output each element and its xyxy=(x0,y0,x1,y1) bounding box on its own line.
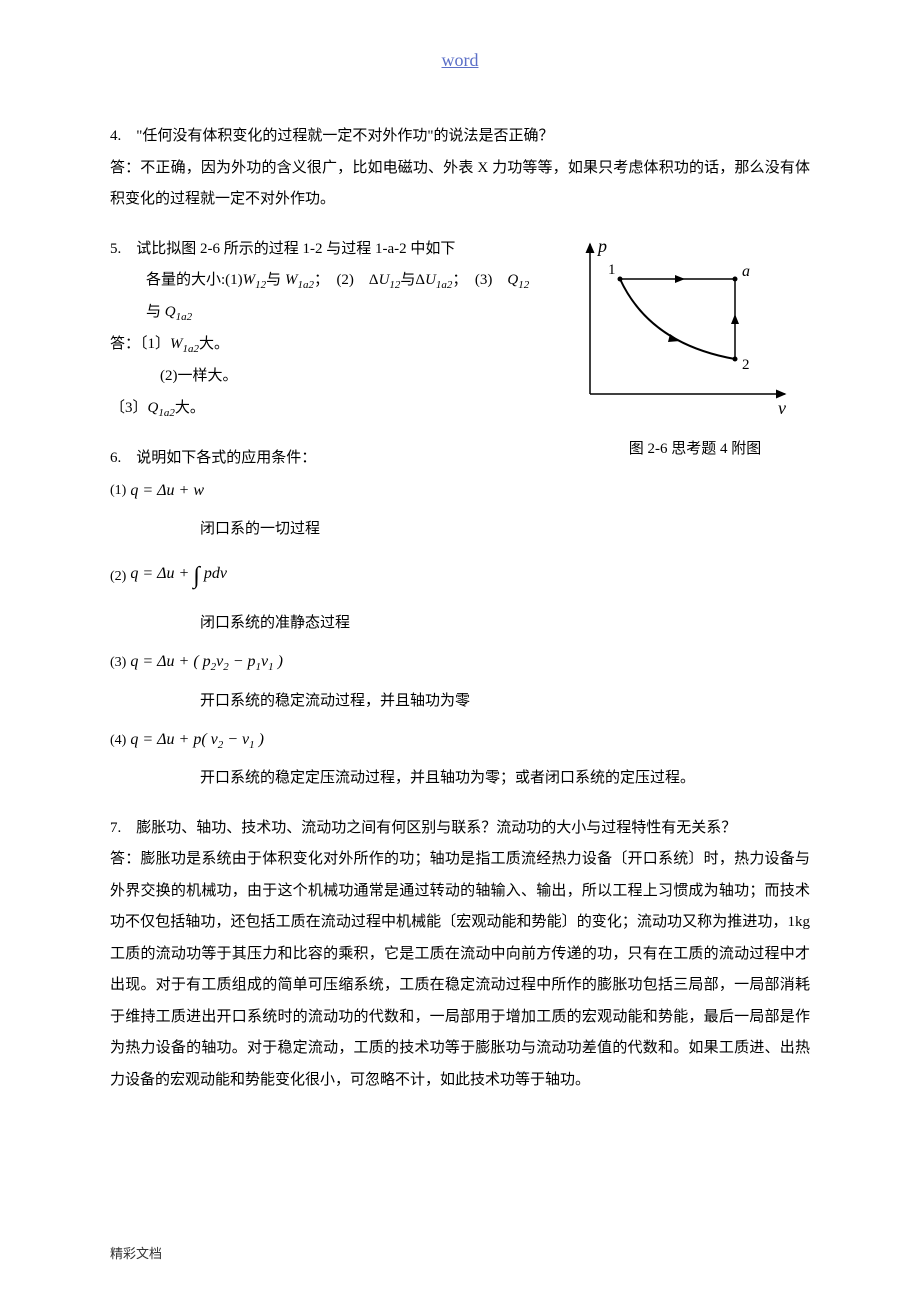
q6-eq3c: − p xyxy=(229,653,256,670)
page-header: word xyxy=(110,50,810,71)
q5-ans3: 〔3〕Q1a2大。 xyxy=(110,393,530,425)
q5-line1: 5. 试比拟图 2-6 所示的过程 1-2 与过程 1-a-2 中如下 xyxy=(110,234,530,266)
q6-eq2-formula: q = Δu + ∫ pdv xyxy=(130,551,227,601)
question-6: 6. 说明如下各式的应用条件： (1) q = Δu + w 闭口系的一切过程 … xyxy=(110,443,810,795)
q5-sep1: ； (2) Δ xyxy=(314,272,379,288)
q6-eq3: (3) q = Δu + ( p2v2 − p1v1 ) xyxy=(110,645,810,679)
question-5: 5. 试比拟图 2-6 所示的过程 1-2 与过程 1-a-2 中如下 各量的大… xyxy=(110,234,810,425)
p-axis-label: p xyxy=(596,236,607,256)
q5-ans1-sub: 1a2 xyxy=(183,343,200,355)
page: word 4. "任何没有体积变化的过程就一定不对外作功"的说法是否正确？ 答：… xyxy=(0,0,920,1302)
line-a2-arrow-icon xyxy=(731,314,739,324)
q6-eq4c: ) xyxy=(255,731,264,748)
q6-eq2a: q = Δu + xyxy=(130,565,193,582)
q5-line2: 各量的大小:(1)W12与 W1a2； (2) ΔU12与ΔU1a2； (3) … xyxy=(110,265,530,297)
q5-ans2: (2)一样大。 xyxy=(110,361,530,393)
q5-line3: 与 Q1a2 xyxy=(110,297,530,329)
q5-u12-sub: 12 xyxy=(389,279,400,291)
q6-eq4b: − v xyxy=(223,731,249,748)
q6-eq4a: q = Δu + p( v xyxy=(130,731,217,748)
q5-ans3-var: Q xyxy=(148,400,159,416)
q6-eq2b: pdv xyxy=(200,565,227,582)
figure-2-6: p v 1 xyxy=(560,234,830,466)
label-1: 1 xyxy=(608,262,616,278)
q5-and1: 与 xyxy=(266,272,285,288)
point-1 xyxy=(618,276,623,281)
q5-q12-sub: 12 xyxy=(518,279,529,291)
q6-eq3e: ) xyxy=(274,653,283,670)
q6-desc3: 开口系统的稳定流动过程，并且轴功为零 xyxy=(110,686,810,718)
q6-desc2: 闭口系统的准静态过程 xyxy=(110,608,810,640)
q5-l2-prefix: 各量的大小:(1) xyxy=(146,272,243,288)
q5-ans-label: 答： xyxy=(110,336,140,352)
question-7: 7. 膨胀功、轴功、技术功、流动功之间有何区别与联系？流动功的大小与过程特性有无… xyxy=(110,813,810,1097)
q6-eq2-label: (2) xyxy=(110,562,126,591)
question-4: 4. "任何没有体积变化的过程就一定不对外作功"的说法是否正确？ 答：不正确，因… xyxy=(110,121,810,216)
q5-ans1: 答：〔1〕W1a2大。 xyxy=(110,329,530,361)
q6-eq2: (2) q = Δu + ∫ pdv xyxy=(110,551,810,601)
q5-q1a2: Q xyxy=(165,304,176,320)
q6-desc4: 开口系统的稳定定压流动过程，并且轴功为零；或者闭口系统的定压过程。 xyxy=(110,763,810,795)
q6-eq4-formula: q = Δu + p( v2 − v1 ) xyxy=(130,723,264,757)
q5-w1a2-sub: 1a2 xyxy=(297,279,314,291)
q5-u1a2: U xyxy=(425,272,436,288)
q5-w1a2: W xyxy=(285,272,298,288)
q5-ans1-prefix: 〔1〕 xyxy=(140,336,170,352)
line-1a-arrow-icon xyxy=(675,275,685,283)
q6-eq1-label: (1) xyxy=(110,476,126,505)
content-body: 4. "任何没有体积变化的过程就一定不对外作功"的说法是否正确？ 答：不正确，因… xyxy=(110,121,810,1096)
q5-ans3-suffix: 大。 xyxy=(175,400,205,416)
point-2 xyxy=(733,356,738,361)
q4-question: 4. "任何没有体积变化的过程就一定不对外作功"的说法是否正确？ xyxy=(110,121,810,153)
q6-desc1: 闭口系的一切过程 xyxy=(110,514,810,546)
q6-eq4-label: (4) xyxy=(110,726,126,755)
q6-eq1-formula: q = Δu + w xyxy=(130,474,204,508)
page-footer: 精彩文档 xyxy=(110,1243,162,1262)
pv-diagram-svg: p v 1 xyxy=(560,234,800,424)
q6-eq3a: q = Δu + ( p xyxy=(130,653,210,670)
q5-w12-sub: 12 xyxy=(255,279,266,291)
curve-1-2 xyxy=(620,279,735,359)
q5-ans3-sub: 1a2 xyxy=(158,407,175,419)
q5-ans1-suffix: 大。 xyxy=(199,336,229,352)
q7-question: 7. 膨胀功、轴功、技术功、流动功之间有何区别与联系？流动功的大小与过程特性有无… xyxy=(110,813,810,845)
q6-eq3-formula: q = Δu + ( p2v2 − p1v1 ) xyxy=(130,645,283,679)
point-a xyxy=(733,276,738,281)
q5-w12: W xyxy=(243,272,256,288)
figure-caption: 图 2-6 思考题 4 附图 xyxy=(560,434,830,466)
q5-q12: Q xyxy=(507,272,518,288)
v-axis-label: v xyxy=(778,398,786,418)
q5-ans3-prefix: 〔3〕 xyxy=(110,400,148,416)
q5-u12: U xyxy=(379,272,390,288)
q5-text: 5. 试比拟图 2-6 所示的过程 1-2 与过程 1-a-2 中如下 各量的大… xyxy=(110,234,530,425)
q5-ans1-var: W xyxy=(170,336,183,352)
q6-eq1: (1) q = Δu + w xyxy=(110,474,810,508)
q5-q1a2-sub: 1a2 xyxy=(176,311,193,323)
q5-uand: 与Δ xyxy=(400,272,425,288)
label-a: a xyxy=(742,263,750,280)
q7-answer: 答：膨胀功是系统由于体积变化对外所作的功；轴功是指工质流经热力设备〔开口系统〕时… xyxy=(110,844,810,1096)
integral-icon: ∫ xyxy=(193,563,200,589)
q5-u1a2-sub: 1a2 xyxy=(436,279,453,291)
q6-eq4: (4) q = Δu + p( v2 − v1 ) xyxy=(110,723,810,757)
q6-eq3-label: (3) xyxy=(110,648,126,677)
q5-sep2: ； (3) xyxy=(452,272,507,288)
curve-arrow-icon xyxy=(668,334,680,342)
q4-answer: 答：不正确，因为外功的含义很广，比如电磁功、外表 X 力功等等，如果只考虑体积功… xyxy=(110,153,810,216)
label-2: 2 xyxy=(742,357,750,373)
q5-l3a: 与 xyxy=(146,304,165,320)
